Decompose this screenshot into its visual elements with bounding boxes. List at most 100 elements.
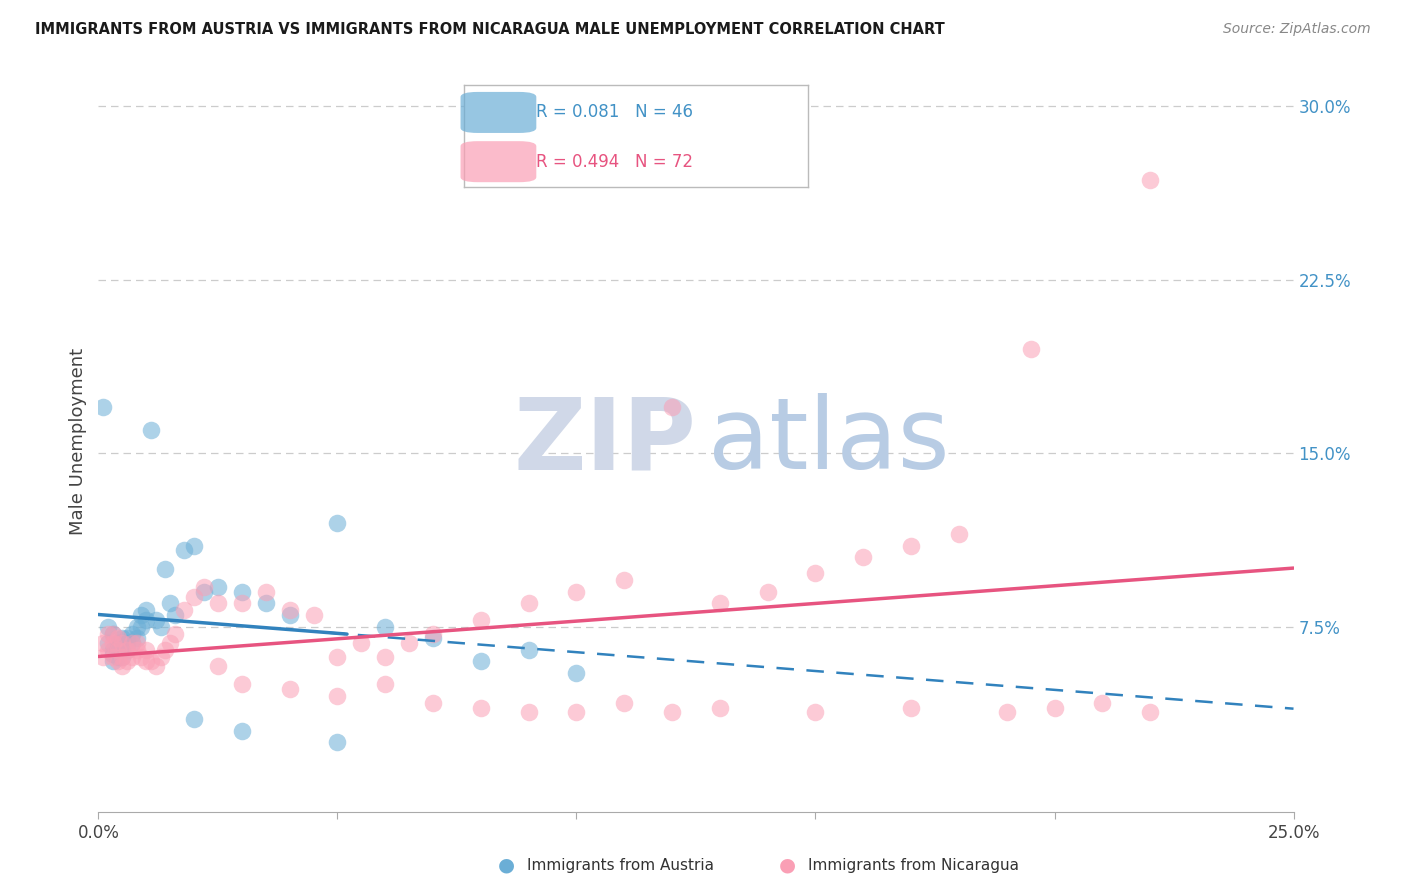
Point	[121, 636, 143, 650]
Point	[155, 562, 177, 576]
Point	[173, 543, 195, 558]
Point	[163, 608, 186, 623]
Point	[115, 654, 138, 668]
Point	[254, 597, 277, 611]
Point	[135, 603, 157, 617]
Point	[470, 700, 492, 714]
Point	[374, 649, 396, 664]
FancyBboxPatch shape	[461, 141, 536, 182]
Point	[1043, 700, 1066, 714]
Text: Immigrants from Austria: Immigrants from Austria	[527, 858, 714, 872]
Point	[97, 636, 120, 650]
Text: ZIP: ZIP	[513, 393, 696, 490]
Point	[115, 636, 138, 650]
Point	[107, 636, 129, 650]
Point	[135, 613, 157, 627]
Text: atlas: atlas	[709, 393, 949, 490]
Point	[121, 636, 143, 650]
Point	[422, 631, 444, 645]
Point	[97, 626, 120, 640]
Point	[852, 550, 875, 565]
Point	[613, 696, 636, 710]
Point	[97, 620, 120, 634]
Point	[97, 642, 120, 657]
Text: R = 0.494   N = 72: R = 0.494 N = 72	[536, 153, 693, 170]
Point	[326, 735, 349, 749]
Point	[107, 631, 129, 645]
Point	[231, 585, 253, 599]
Point	[1019, 342, 1042, 356]
Point	[995, 705, 1018, 719]
Point	[183, 712, 205, 726]
Point	[1091, 696, 1114, 710]
Point	[565, 585, 588, 599]
Point	[101, 649, 124, 664]
Point	[111, 659, 134, 673]
Point	[470, 654, 492, 668]
FancyBboxPatch shape	[461, 92, 536, 133]
Point	[422, 696, 444, 710]
Point	[107, 642, 129, 657]
Point	[163, 626, 186, 640]
Point	[804, 705, 827, 719]
Point	[101, 648, 124, 662]
Point	[1139, 173, 1161, 187]
Point	[422, 626, 444, 640]
Point	[125, 636, 148, 650]
Point	[107, 654, 129, 668]
Point	[661, 705, 683, 719]
Point	[804, 566, 827, 581]
Point	[1139, 705, 1161, 719]
Point	[756, 585, 779, 599]
Point	[111, 631, 134, 645]
Point	[517, 597, 540, 611]
Point	[111, 636, 134, 650]
Point	[149, 620, 172, 634]
Point	[517, 642, 540, 657]
Point	[565, 705, 588, 719]
Point	[115, 631, 138, 645]
Point	[101, 642, 124, 657]
Point	[374, 620, 396, 634]
Point	[278, 603, 301, 617]
Point	[661, 400, 683, 414]
Point	[159, 636, 181, 650]
Point	[254, 585, 277, 599]
Point	[193, 585, 215, 599]
Point	[111, 649, 134, 664]
Text: ●: ●	[779, 855, 796, 875]
Point	[948, 527, 970, 541]
Y-axis label: Male Unemployment: Male Unemployment	[69, 348, 87, 535]
Point	[613, 574, 636, 588]
Point	[101, 626, 124, 640]
Point	[173, 603, 195, 617]
Point	[91, 649, 114, 664]
Point	[207, 580, 229, 594]
Point	[302, 608, 325, 623]
Point	[231, 597, 253, 611]
Point	[135, 642, 157, 657]
Point	[101, 626, 124, 640]
Point	[101, 654, 124, 668]
Point	[193, 580, 215, 594]
Point	[374, 677, 396, 691]
Point	[183, 539, 205, 553]
Point	[326, 689, 349, 703]
Point	[231, 677, 253, 691]
Point	[278, 608, 301, 623]
Point	[517, 705, 540, 719]
Point	[470, 613, 492, 627]
Point	[709, 700, 731, 714]
Point	[107, 642, 129, 657]
Point	[91, 400, 114, 414]
Point	[155, 642, 177, 657]
Point	[398, 636, 420, 650]
Point	[139, 654, 162, 668]
Point	[131, 649, 153, 664]
Point	[326, 649, 349, 664]
Point	[183, 590, 205, 604]
Point	[111, 649, 134, 664]
Text: R = 0.081   N = 46: R = 0.081 N = 46	[536, 103, 693, 121]
Point	[91, 636, 114, 650]
Point	[111, 642, 134, 657]
